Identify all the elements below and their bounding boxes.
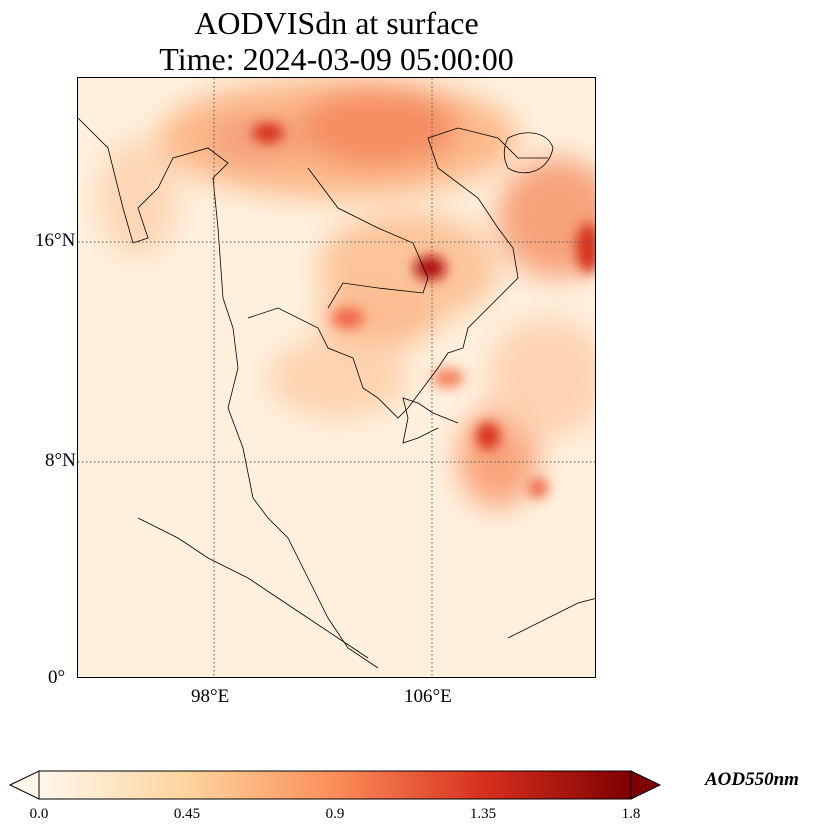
coastlines — [78, 117, 595, 669]
gridlines — [78, 78, 595, 677]
lat-tick-8n: 8°N — [45, 450, 76, 471]
colorbar — [8, 770, 662, 800]
lon-tick-98e: 98°E — [191, 686, 230, 707]
colorbar-label: AOD550nm — [705, 769, 799, 790]
colorbar-tick: 0.0 — [29, 806, 49, 822]
map-title: AODVISdn at surface — [194, 5, 479, 41]
aod-field — [78, 78, 595, 677]
colorbar-tick: 1.8 — [621, 806, 641, 822]
aod-hotspots — [252, 123, 595, 498]
lon-tick-106e: 106°E — [404, 686, 452, 707]
lat-tick-0: 0° — [48, 667, 66, 688]
map-time: Time: 2024-03-09 05:00:00 — [159, 41, 514, 77]
colorbar-tick: 1.35 — [469, 806, 497, 822]
colorbar-extend-max — [630, 770, 662, 800]
colorbar-tick: 0.9 — [325, 806, 345, 822]
aod-map — [77, 77, 596, 678]
colorbar-tick: 0.45 — [173, 806, 201, 822]
colorbar-extend-min — [8, 770, 40, 800]
lat-tick-16n: 16°N — [35, 230, 76, 251]
